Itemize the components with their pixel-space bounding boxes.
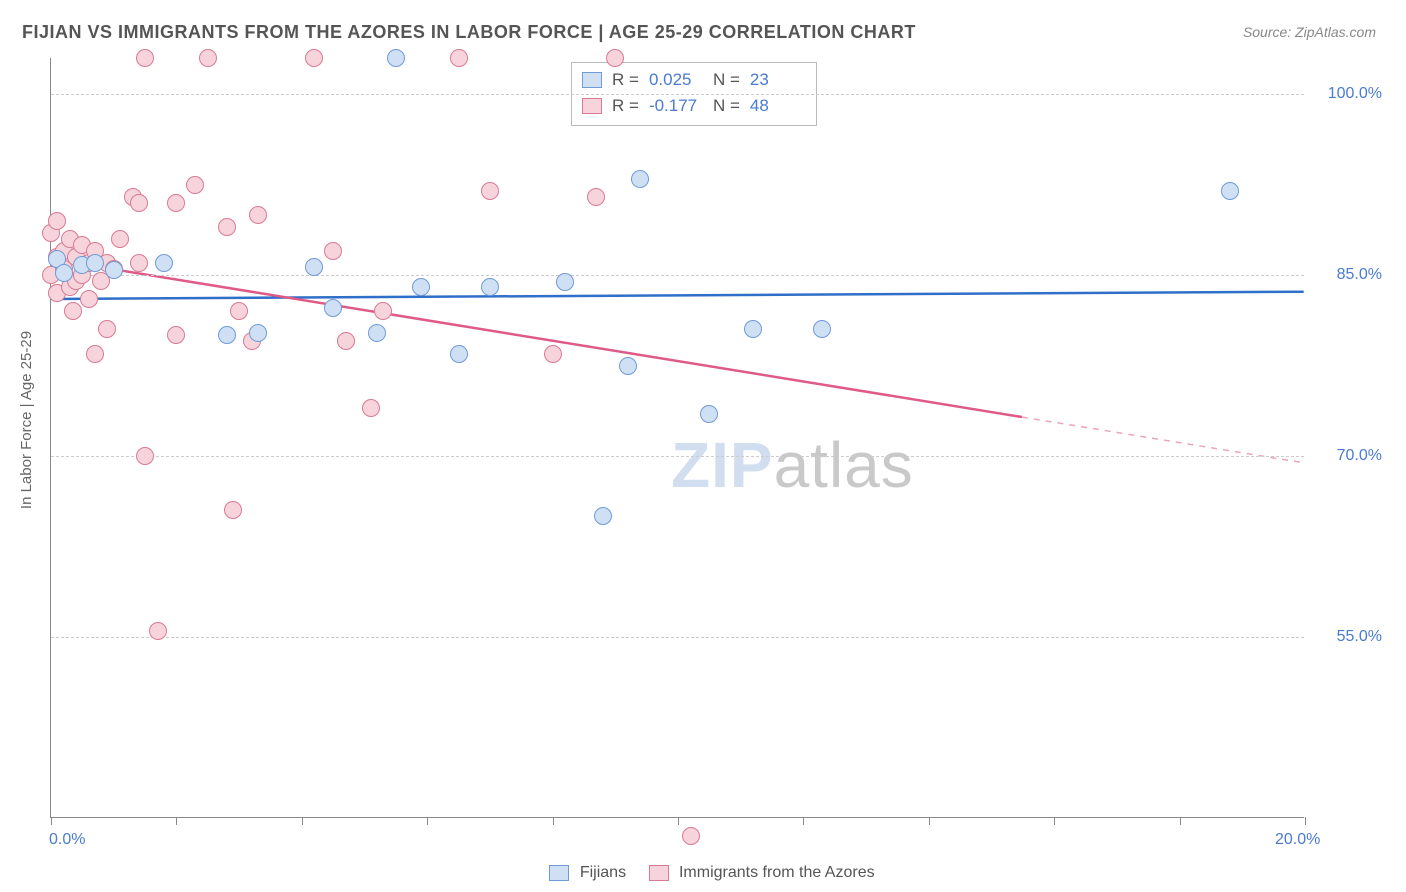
data-point bbox=[1221, 182, 1239, 200]
data-point bbox=[450, 49, 468, 67]
data-point bbox=[55, 264, 73, 282]
trendlines-svg bbox=[51, 58, 1304, 817]
legend-label-azores: Immigrants from the Azores bbox=[679, 864, 875, 881]
data-point bbox=[136, 447, 154, 465]
n-value-fijians: 23 bbox=[750, 67, 804, 93]
x-tick bbox=[302, 817, 303, 825]
data-point bbox=[481, 182, 499, 200]
data-point bbox=[167, 194, 185, 212]
data-point bbox=[111, 230, 129, 248]
data-point bbox=[556, 273, 574, 291]
data-point bbox=[86, 254, 104, 272]
data-point bbox=[249, 206, 267, 224]
data-point bbox=[450, 345, 468, 363]
n-label: N = bbox=[713, 67, 740, 93]
legend-label-fijians: Fijians bbox=[580, 864, 626, 881]
data-point bbox=[64, 302, 82, 320]
x-tick bbox=[678, 817, 679, 825]
watermark-bold: ZIP bbox=[671, 429, 774, 501]
data-point bbox=[594, 507, 612, 525]
y-tick-label: 85.0% bbox=[1337, 266, 1382, 284]
data-point bbox=[199, 49, 217, 67]
data-point bbox=[167, 326, 185, 344]
data-point bbox=[155, 254, 173, 272]
data-point bbox=[48, 212, 66, 230]
legend-swatch-azores bbox=[649, 865, 669, 881]
data-point bbox=[619, 357, 637, 375]
x-tick-label: 20.0% bbox=[1275, 831, 1320, 849]
data-point bbox=[149, 622, 167, 640]
data-point bbox=[337, 332, 355, 350]
data-point bbox=[324, 299, 342, 317]
data-point bbox=[305, 49, 323, 67]
data-point bbox=[186, 176, 204, 194]
x-tick bbox=[176, 817, 177, 825]
x-tick bbox=[803, 817, 804, 825]
data-point bbox=[481, 278, 499, 296]
data-point bbox=[544, 345, 562, 363]
data-point bbox=[813, 320, 831, 338]
gridline bbox=[51, 456, 1304, 457]
watermark-light: atlas bbox=[774, 429, 914, 501]
data-point bbox=[362, 399, 380, 417]
data-point bbox=[374, 302, 392, 320]
data-point bbox=[86, 345, 104, 363]
stats-row-fijians: R = 0.025 N = 23 bbox=[582, 67, 804, 93]
data-point bbox=[218, 218, 236, 236]
data-point bbox=[249, 324, 267, 342]
data-point bbox=[606, 49, 624, 67]
data-point bbox=[387, 49, 405, 67]
bottom-legend: Fijians Immigrants from the Azores bbox=[0, 864, 1406, 882]
data-point bbox=[368, 324, 386, 342]
x-tick bbox=[929, 817, 930, 825]
data-point bbox=[682, 827, 700, 845]
data-point bbox=[587, 188, 605, 206]
data-point bbox=[324, 242, 342, 260]
data-point bbox=[224, 501, 242, 519]
data-point bbox=[305, 258, 323, 276]
data-point bbox=[98, 320, 116, 338]
gridline bbox=[51, 94, 1304, 95]
gridline bbox=[51, 275, 1304, 276]
scatter-plot-area: ZIPatlas R = 0.025 N = 23 R = -0.177 N =… bbox=[50, 58, 1304, 818]
r-value-azores: -0.177 bbox=[649, 93, 703, 119]
stats-row-azores: R = -0.177 N = 48 bbox=[582, 93, 804, 119]
r-value-fijians: 0.025 bbox=[649, 67, 703, 93]
source-attribution: Source: ZipAtlas.com bbox=[1243, 24, 1376, 40]
n-label: N = bbox=[713, 93, 740, 119]
x-tick bbox=[1180, 817, 1181, 825]
watermark-logo: ZIPatlas bbox=[671, 428, 914, 502]
data-point bbox=[136, 49, 154, 67]
r-label: R = bbox=[612, 93, 639, 119]
x-tick bbox=[1305, 817, 1306, 825]
gridline bbox=[51, 637, 1304, 638]
data-point bbox=[80, 290, 98, 308]
y-tick-label: 100.0% bbox=[1328, 85, 1382, 103]
data-point bbox=[130, 194, 148, 212]
swatch-fijians bbox=[582, 72, 602, 88]
swatch-azores bbox=[582, 98, 602, 114]
data-point bbox=[130, 254, 148, 272]
x-tick bbox=[553, 817, 554, 825]
data-point bbox=[105, 261, 123, 279]
r-label: R = bbox=[612, 67, 639, 93]
data-point bbox=[412, 278, 430, 296]
x-tick bbox=[1054, 817, 1055, 825]
x-tick-label: 0.0% bbox=[49, 831, 85, 849]
data-point bbox=[230, 302, 248, 320]
y-axis-label: In Labor Force | Age 25-29 bbox=[18, 331, 35, 509]
y-tick-label: 70.0% bbox=[1337, 447, 1382, 465]
data-point bbox=[218, 326, 236, 344]
chart-title: FIJIAN VS IMMIGRANTS FROM THE AZORES IN … bbox=[22, 22, 916, 43]
data-point bbox=[744, 320, 762, 338]
legend-swatch-fijians bbox=[549, 865, 569, 881]
x-tick bbox=[427, 817, 428, 825]
n-value-azores: 48 bbox=[750, 93, 804, 119]
y-tick-label: 55.0% bbox=[1337, 628, 1382, 646]
data-point bbox=[631, 170, 649, 188]
x-tick bbox=[51, 817, 52, 825]
data-point bbox=[700, 405, 718, 423]
